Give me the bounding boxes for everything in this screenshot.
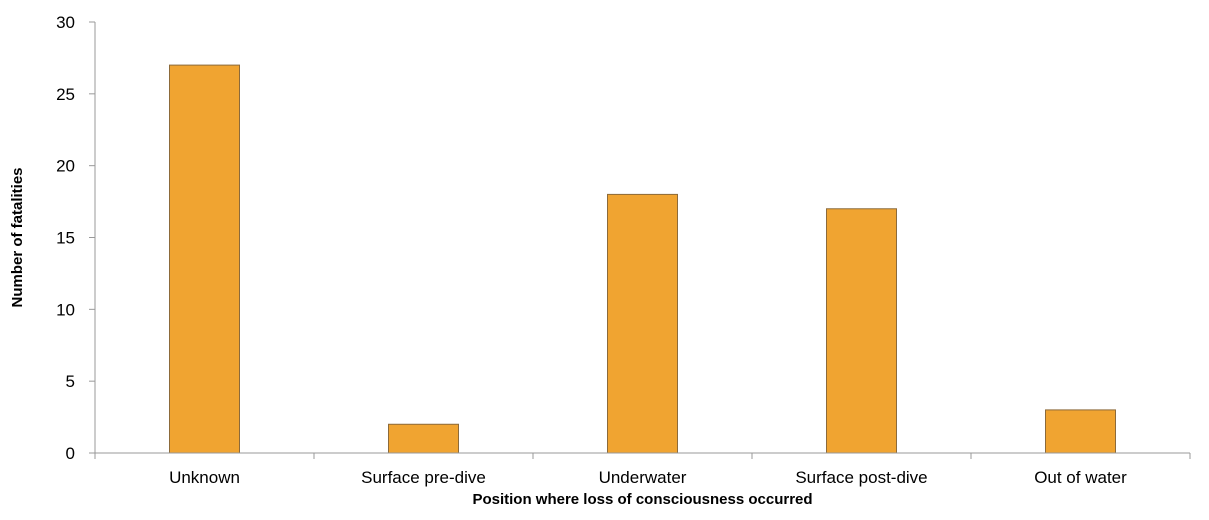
x-tick-label: Unknown [169, 468, 240, 487]
x-axis-title: Position where loss of consciousness occ… [472, 491, 812, 508]
y-tick-label: 25 [56, 85, 75, 104]
y-axis-ticks: 0 5 10 15 20 25 30 [56, 13, 95, 463]
bar-surface-pre-dive [388, 423, 459, 454]
bars [169, 64, 1116, 454]
y-tick-label: 15 [56, 229, 75, 248]
y-tick-label: 5 [66, 372, 75, 391]
bar-surface-post-dive [826, 208, 897, 454]
y-tick-label: 30 [56, 13, 75, 32]
x-tick-label: Out of water [1034, 468, 1127, 487]
bar-unknown [169, 64, 240, 454]
x-tick-label: Underwater [599, 468, 687, 487]
y-axis-title: Number of fatalities [9, 167, 26, 307]
bar-underwater [607, 193, 678, 454]
y-tick-label: 10 [56, 300, 75, 319]
x-tick-label: Surface pre-dive [361, 468, 486, 487]
y-tick-label: 20 [56, 157, 75, 176]
y-tick-label: 0 [66, 444, 75, 463]
bar-out-of-water [1045, 409, 1116, 454]
x-tick-label: Surface post-dive [795, 468, 927, 487]
x-axis-ticks: Unknown Surface pre-dive Underwater Surface… [94, 453, 1191, 487]
